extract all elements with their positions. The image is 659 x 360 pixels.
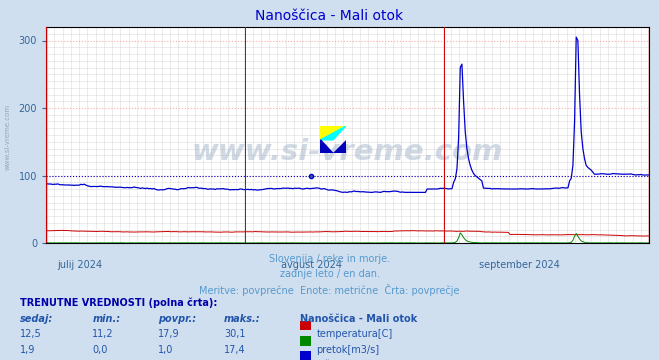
Text: www.si-vreme.com: www.si-vreme.com [5,104,11,170]
Text: Nanoščica - Mali otok: Nanoščica - Mali otok [300,314,417,324]
Text: Meritve: povprečne  Enote: metrične  Črta: povprečje: Meritve: povprečne Enote: metrične Črta:… [199,284,460,296]
Text: min.:: min.: [92,314,121,324]
Text: 30,1: 30,1 [224,329,246,339]
Text: avgust 2024: avgust 2024 [281,260,342,270]
Text: 0,0: 0,0 [92,345,107,355]
Text: september 2024: september 2024 [479,260,560,270]
Text: www.si-vreme.com: www.si-vreme.com [192,138,503,166]
Text: 17,4: 17,4 [224,345,246,355]
Text: TRENUTNE VREDNOSTI (polna črta):: TRENUTNE VREDNOSTI (polna črta): [20,297,217,307]
Text: temperatura[C]: temperatura[C] [316,329,393,339]
Text: Slovenija / reke in morje.: Slovenija / reke in morje. [269,254,390,264]
Polygon shape [320,140,333,153]
Text: 12,5: 12,5 [20,329,42,339]
Text: 17,9: 17,9 [158,329,180,339]
Polygon shape [333,140,345,153]
Text: zadnje leto / en dan.: zadnje leto / en dan. [279,269,380,279]
Text: Nanoščica - Mali otok: Nanoščica - Mali otok [256,9,403,23]
Text: julij 2024: julij 2024 [57,260,102,270]
Text: 1,9: 1,9 [20,345,35,355]
Text: pretok[m3/s]: pretok[m3/s] [316,345,380,355]
Polygon shape [320,126,345,140]
Text: sedaj:: sedaj: [20,314,53,324]
Text: 11,2: 11,2 [92,329,114,339]
Polygon shape [320,126,345,140]
Text: povpr.:: povpr.: [158,314,196,324]
Text: 1,0: 1,0 [158,345,173,355]
Text: maks.:: maks.: [224,314,261,324]
